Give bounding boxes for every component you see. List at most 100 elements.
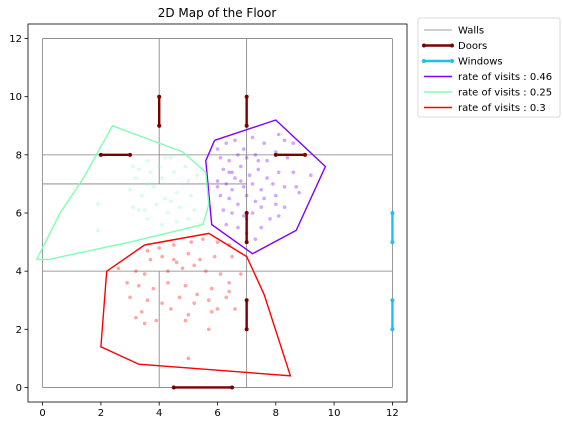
- visit-point: [166, 269, 170, 273]
- visit-point: [244, 193, 249, 198]
- door-segment-end-marker: [230, 385, 235, 390]
- visit-point: [169, 199, 173, 204]
- visit-point: [160, 301, 164, 305]
- visit-point: [171, 257, 176, 262]
- visit-point: [250, 211, 255, 215]
- visit-point: [186, 356, 191, 361]
- visit-point: [160, 176, 164, 180]
- visit-point: [239, 179, 243, 183]
- plot-area: [36, 38, 395, 390]
- visit-point: [151, 185, 156, 189]
- visit-hull: [205, 119, 327, 255]
- visit-point: [198, 257, 202, 262]
- visit-point: [186, 217, 191, 221]
- visit-point: [282, 138, 287, 143]
- legend-swatch-marker: [450, 59, 454, 63]
- visit-point: [134, 315, 138, 320]
- visit-point: [166, 280, 170, 285]
- visit-point: [142, 272, 147, 276]
- door-segment-end-marker: [128, 152, 133, 157]
- visit-point: [274, 150, 278, 154]
- door-segment-end-marker: [244, 123, 249, 128]
- x-tick-label: 12: [386, 408, 399, 419]
- legend-box: [417, 17, 561, 118]
- axes-frame: [27, 23, 408, 403]
- visit-point: [253, 237, 258, 241]
- visit-point: [224, 141, 229, 146]
- door-segment-end-marker: [244, 298, 249, 303]
- visit-point: [239, 164, 243, 169]
- door-segment-end-marker: [273, 152, 278, 157]
- visit-point: [276, 170, 281, 175]
- door-segment-end-marker: [244, 94, 249, 99]
- visit-point: [174, 190, 179, 195]
- visit-point: [151, 286, 156, 291]
- visit-point: [183, 318, 188, 323]
- visit-point: [218, 272, 223, 276]
- visit-point: [136, 283, 141, 288]
- visit-point: [218, 155, 223, 160]
- visit-point: [171, 243, 176, 247]
- visit-point: [180, 182, 185, 186]
- visit-point: [169, 307, 173, 311]
- visit-point: [166, 211, 170, 215]
- visit-point: [131, 205, 135, 209]
- visit-point: [233, 138, 237, 143]
- visit-point: [209, 310, 214, 314]
- door-segment-end-marker: [244, 240, 249, 245]
- visit-point: [171, 170, 176, 175]
- visit-point: [221, 208, 226, 212]
- visit-point: [227, 289, 231, 294]
- visit-point: [136, 208, 141, 212]
- legend-label: rate of visits : 0.25: [458, 88, 552, 99]
- door-segment-end-marker: [157, 123, 162, 128]
- legend-label: Windows: [458, 57, 503, 68]
- visit-point: [204, 269, 208, 273]
- visit-point: [154, 202, 159, 207]
- window-segment-end-marker: [390, 298, 395, 303]
- visit-point: [195, 292, 199, 297]
- visit-point: [177, 205, 182, 209]
- visit-point: [274, 202, 278, 207]
- visit-point: [241, 185, 246, 189]
- visit-point: [96, 202, 100, 207]
- visit-point: [215, 307, 220, 311]
- legend-label: rate of visits : 0.46: [458, 72, 552, 83]
- visit-point: [253, 153, 258, 157]
- visit-point: [291, 141, 296, 146]
- visit-point: [285, 155, 290, 160]
- y-tick-label: 6: [16, 209, 22, 220]
- visit-point: [236, 225, 240, 230]
- visit-point: [215, 185, 220, 189]
- visit-point: [250, 182, 255, 186]
- visit-point: [274, 193, 278, 198]
- legend-label: Walls: [458, 26, 484, 37]
- visit-point: [189, 240, 194, 244]
- visit-point: [259, 187, 264, 192]
- visit-point: [262, 196, 266, 201]
- visit-point: [160, 254, 164, 259]
- window-segment-end-marker: [390, 240, 395, 245]
- visit-point: [154, 318, 159, 323]
- visit-point: [212, 254, 217, 259]
- visit-point: [244, 155, 249, 160]
- visit-point: [268, 217, 272, 221]
- visit-point: [186, 251, 191, 256]
- visit-point: [233, 176, 237, 180]
- x-tick-label: 6: [214, 408, 220, 419]
- window-segment-end-marker: [390, 327, 395, 332]
- visit-point: [227, 158, 231, 163]
- visit-point: [253, 199, 258, 204]
- visit-point: [145, 217, 150, 221]
- visit-point: [186, 179, 191, 183]
- visit-point: [241, 147, 246, 151]
- axes: 0 2 4 6 8 10 12 0 2 4 6 8 10 12: [9, 23, 408, 419]
- visit-point: [169, 155, 173, 160]
- visit-point: [183, 283, 188, 288]
- door-segment-end-marker: [171, 385, 176, 390]
- visit-point: [183, 164, 188, 169]
- visit-point: [259, 225, 264, 230]
- y-tick-label: 4: [16, 267, 22, 278]
- visit-point: [148, 170, 153, 175]
- legend-swatch-marker: [450, 43, 454, 48]
